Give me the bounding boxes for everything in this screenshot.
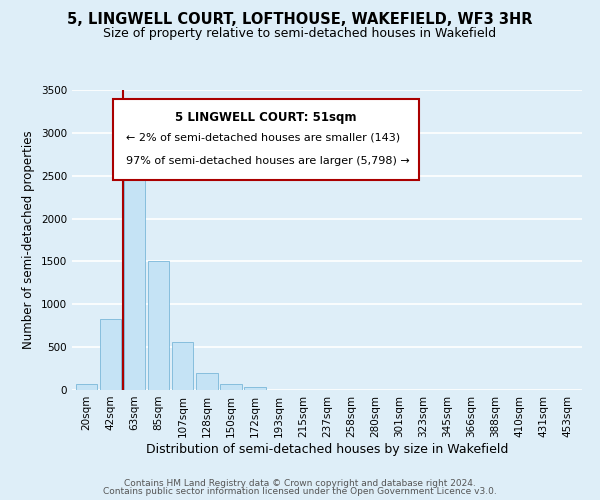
Bar — [220, 384, 242, 390]
Text: 5 LINGWELL COURT: 51sqm: 5 LINGWELL COURT: 51sqm — [175, 111, 356, 124]
Text: ← 2% of semi-detached houses are smaller (143): ← 2% of semi-detached houses are smaller… — [125, 132, 400, 142]
Bar — [244, 386, 266, 390]
Text: 5, LINGWELL COURT, LOFTHOUSE, WAKEFIELD, WF3 3HR: 5, LINGWELL COURT, LOFTHOUSE, WAKEFIELD,… — [67, 12, 533, 28]
FancyBboxPatch shape — [113, 99, 419, 180]
Bar — [76, 384, 97, 390]
Bar — [172, 342, 193, 390]
Text: 97% of semi-detached houses are larger (5,798) →: 97% of semi-detached houses are larger (… — [125, 156, 409, 166]
Bar — [148, 262, 169, 390]
Y-axis label: Number of semi-detached properties: Number of semi-detached properties — [22, 130, 35, 350]
Bar — [196, 374, 218, 390]
Bar — [100, 319, 121, 390]
Bar — [124, 152, 145, 390]
X-axis label: Distribution of semi-detached houses by size in Wakefield: Distribution of semi-detached houses by … — [146, 442, 508, 456]
Text: Size of property relative to semi-detached houses in Wakefield: Size of property relative to semi-detach… — [103, 28, 497, 40]
Text: Contains HM Land Registry data © Crown copyright and database right 2024.: Contains HM Land Registry data © Crown c… — [124, 478, 476, 488]
Text: Contains public sector information licensed under the Open Government Licence v3: Contains public sector information licen… — [103, 488, 497, 496]
